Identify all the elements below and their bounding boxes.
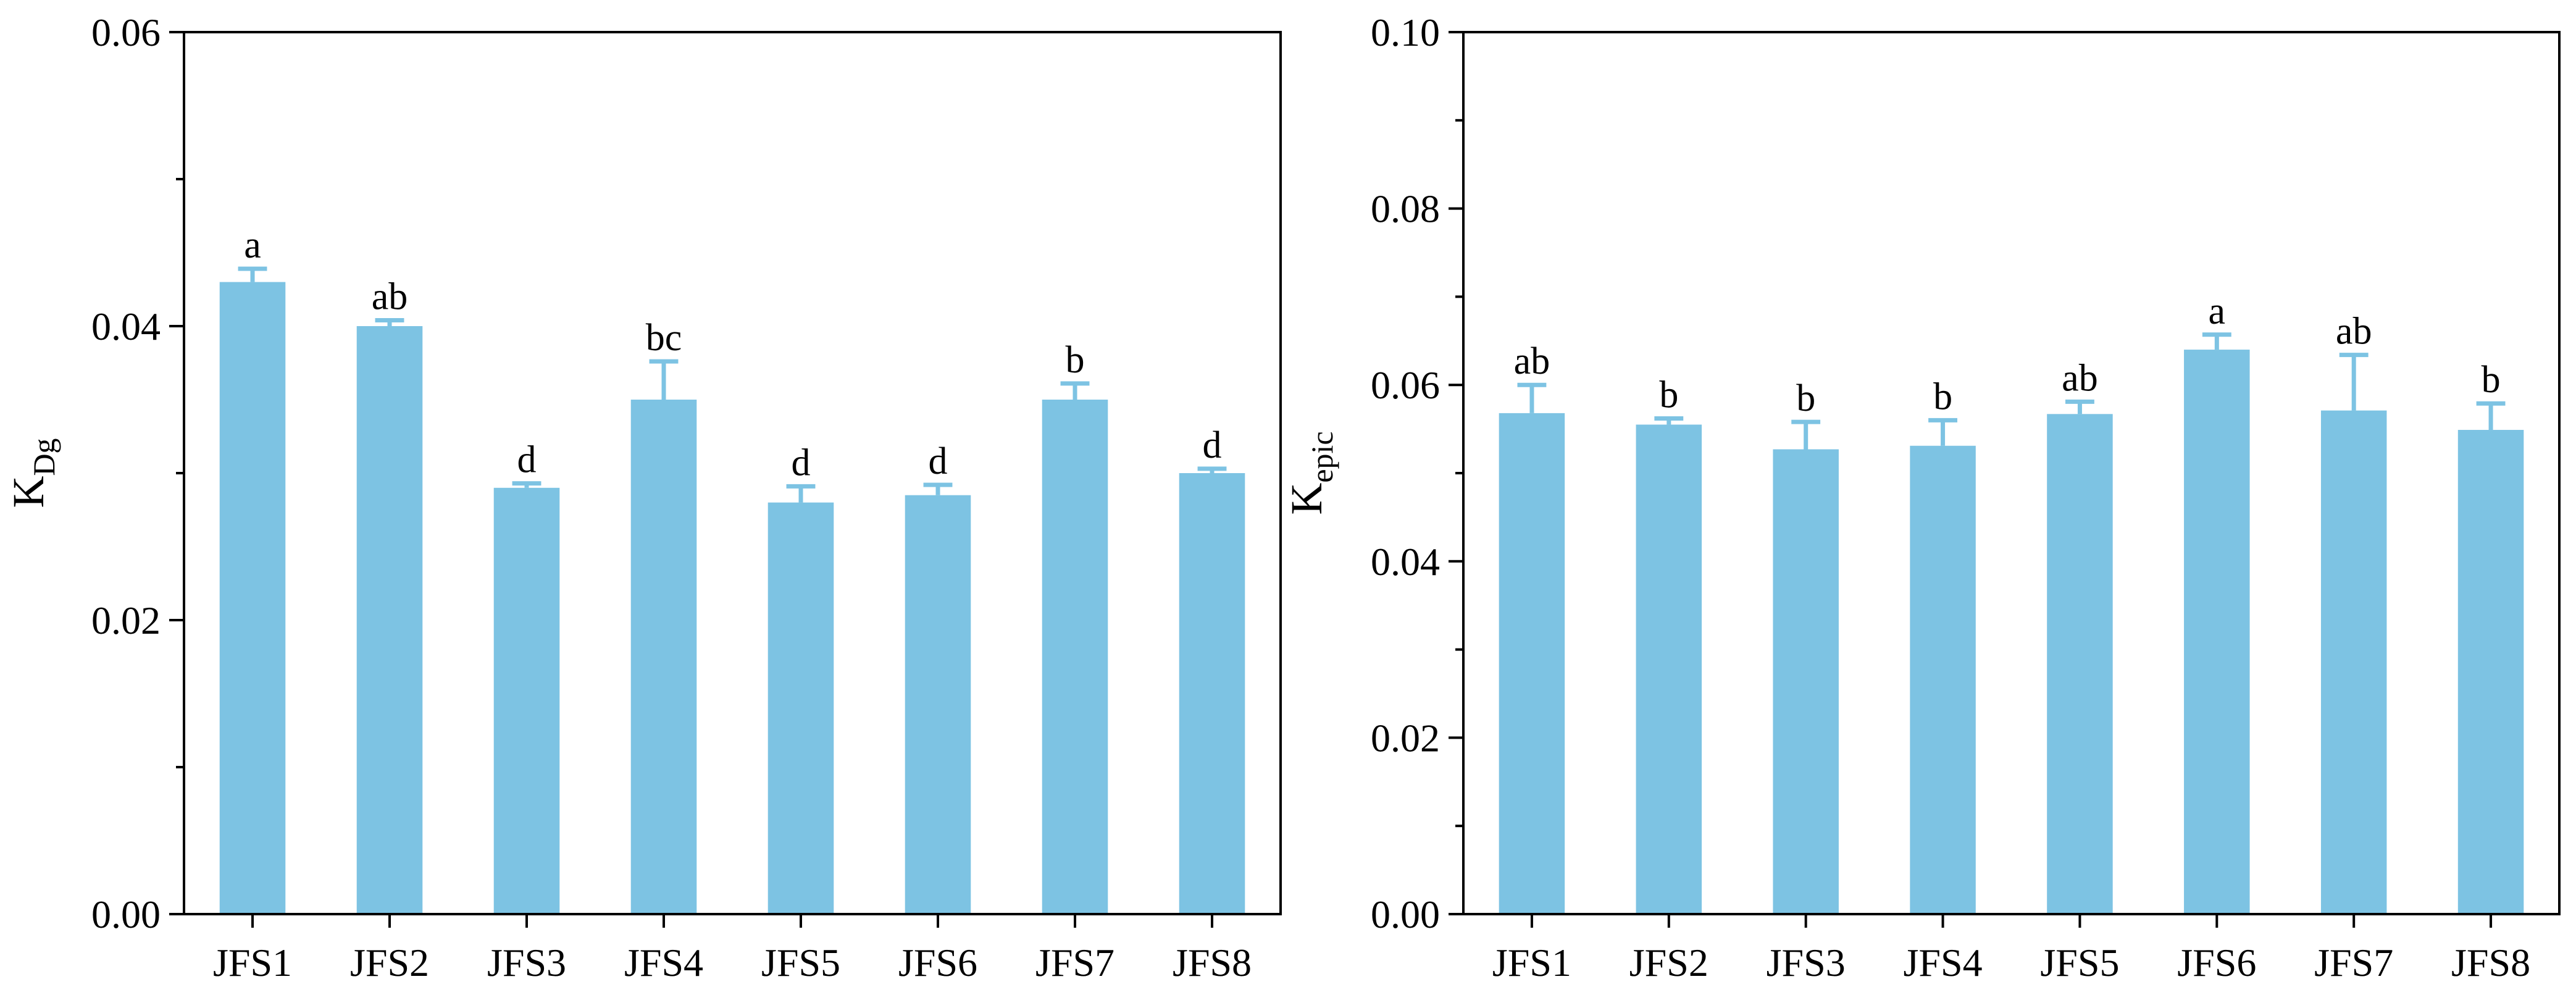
bar-jfs6 <box>905 495 971 914</box>
x-tick-label: JFS7 <box>2314 941 2393 985</box>
y-axis-title-main: K <box>1282 483 1331 515</box>
bar-jfs1 <box>1499 413 1565 914</box>
y-tick-label: 0.02 <box>1371 716 1440 760</box>
y-tick-label: 0.10 <box>1371 10 1440 54</box>
significance-label: ab <box>1514 340 1550 382</box>
x-tick-label: JFS2 <box>1629 941 1708 985</box>
x-tick-label: JFS6 <box>898 941 977 985</box>
x-tick-label: JFS3 <box>1767 941 1846 985</box>
significance-label: ab <box>372 275 408 317</box>
significance-label: d <box>1203 424 1222 466</box>
x-tick-label: JFS2 <box>350 941 429 985</box>
y-tick-label: 0.00 <box>1371 892 1440 936</box>
bar-jfs3 <box>493 487 560 914</box>
x-tick-label: JFS8 <box>2451 941 2530 985</box>
significance-label: b <box>1659 374 1678 416</box>
significance-label: b <box>2482 359 2501 401</box>
y-axis-title-main: K <box>4 476 53 508</box>
bar-jfs8 <box>2457 430 2524 914</box>
bar-jfs5 <box>2047 414 2113 914</box>
y-tick-label: 0.00 <box>91 892 161 936</box>
significance-label: ab <box>2062 357 2098 399</box>
chart-panel-kepic: ab JFS1 b JFS2 b JFS3 b JFS4 ab JFS5 a JFS6 ab JFS7 b J… <box>1282 10 2561 985</box>
significance-label: a <box>2209 290 2226 332</box>
plot-frame <box>1462 31 2561 915</box>
x-tick-label: JFS6 <box>2177 941 2256 985</box>
x-tick-label: JFS5 <box>761 941 840 985</box>
significance-label: b <box>1933 376 1952 418</box>
bar-jfs2 <box>1636 424 1702 914</box>
x-tick-label: JFS1 <box>213 941 292 985</box>
significance-label: b <box>1066 339 1085 381</box>
y-axis-title: Kepic <box>1282 431 1339 514</box>
plot-frame <box>183 31 1282 915</box>
bar-jfs4 <box>630 400 697 914</box>
y-tick-label: 0.04 <box>1371 540 1440 584</box>
y-tick-label: 0.06 <box>1371 363 1440 407</box>
y-tick-label: 0.04 <box>91 304 161 348</box>
y-tick-label: 0.02 <box>91 598 161 642</box>
x-tick-label: JFS5 <box>2040 941 2119 985</box>
x-tick-label: JFS4 <box>1904 941 1983 985</box>
bar-jfs2 <box>356 326 423 914</box>
bar-jfs8 <box>1179 473 1245 914</box>
y-tick-label: 0.08 <box>1371 187 1440 231</box>
significance-label: d <box>517 439 537 481</box>
bar-jfs6 <box>2184 350 2250 914</box>
x-tick-label: JFS3 <box>487 941 566 985</box>
significance-label: d <box>792 442 811 484</box>
y-tick-label: 0.06 <box>91 10 161 54</box>
x-tick-label: JFS1 <box>1492 941 1571 985</box>
significance-label: a <box>244 224 261 266</box>
significance-label: d <box>929 440 948 482</box>
y-axis-title-subscript: epic <box>1305 431 1339 482</box>
chart-panel-kdg: a JFS1 ab JFS2 d JFS3 bc JFS4 d JFS5 d JFS6 b JFS7 d JF… <box>4 10 1282 985</box>
significance-label: b <box>1796 377 1815 419</box>
bar-jfs1 <box>219 282 286 915</box>
bar-jfs4 <box>1910 445 1976 914</box>
significance-label: bc <box>646 317 682 359</box>
significance-label: ab <box>2336 311 2372 353</box>
bar-jfs7 <box>2320 410 2387 914</box>
bar-jfs7 <box>1042 400 1108 914</box>
y-axis-title: KDg <box>4 438 61 508</box>
bar-jfs5 <box>767 502 834 914</box>
y-axis-title-subscript: Dg <box>27 438 61 476</box>
x-tick-label: JFS4 <box>624 941 703 985</box>
bar-jfs3 <box>1773 449 1839 914</box>
x-tick-label: JFS8 <box>1173 941 1252 985</box>
x-tick-label: JFS7 <box>1035 941 1114 985</box>
